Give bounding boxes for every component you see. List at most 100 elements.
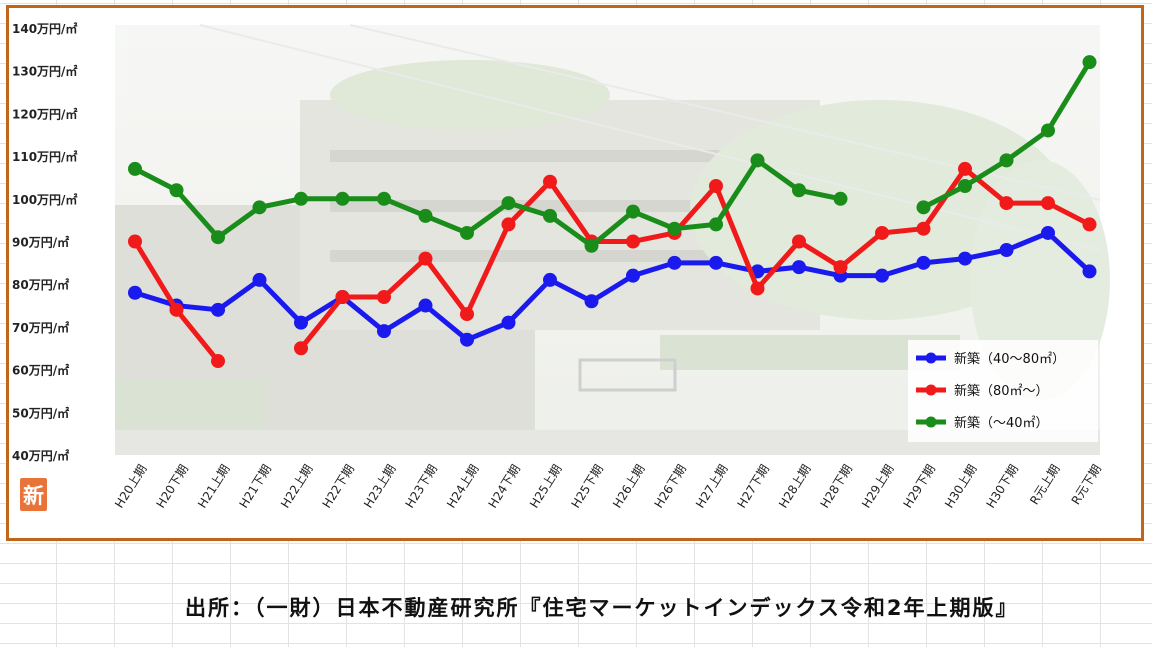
y-tick-label: 80万円/㎡ — [12, 277, 69, 292]
y-tick-label: 100万円/㎡ — [12, 192, 77, 207]
x-tick-label: H22下期 — [320, 462, 357, 510]
series-line — [132, 157, 843, 249]
data-point — [667, 255, 682, 270]
data-point — [294, 341, 308, 356]
data-point — [584, 294, 599, 309]
data-point — [750, 153, 765, 168]
data-point — [626, 234, 640, 249]
legend: 新築（40～80㎡） 新築（80㎡～） 新築（～40㎡） — [908, 340, 1098, 442]
data-point — [335, 191, 350, 206]
data-point — [1041, 225, 1055, 240]
data-point — [584, 238, 599, 253]
series-0 — [128, 225, 1097, 347]
data-point — [169, 302, 184, 317]
y-tick-label: 50万円/㎡ — [12, 405, 69, 420]
data-point — [128, 161, 142, 176]
x-tick-label: H24上期 — [444, 462, 481, 510]
data-point — [128, 234, 142, 249]
data-point — [1082, 217, 1097, 232]
data-point — [916, 221, 931, 236]
legend-swatch-marker — [925, 352, 937, 364]
data-point — [211, 354, 225, 369]
data-point — [501, 196, 516, 211]
data-point — [543, 272, 557, 287]
data-point — [377, 324, 391, 339]
y-tick-label: 130万円/㎡ — [12, 64, 77, 79]
data-point — [501, 217, 516, 232]
y-tick-label: 40万円/㎡ — [12, 448, 69, 463]
data-point — [958, 161, 972, 176]
legend-label: 新築（～40㎡） — [954, 415, 1049, 431]
x-tick-label: H23下期 — [403, 462, 440, 510]
y-tick-label: 90万円/㎡ — [12, 235, 69, 250]
data-point — [543, 174, 557, 189]
x-tick-label: H28上期 — [776, 462, 813, 510]
data-point — [916, 200, 931, 215]
source-citation: 出所：（一財）日本不動産研究所『住宅マーケットインデックス令和2年上期版』 — [185, 596, 1019, 620]
x-tick-label: H24下期 — [486, 462, 523, 510]
data-point — [916, 255, 931, 270]
data-point — [833, 260, 848, 275]
x-tick-label: H20上期 — [112, 462, 149, 510]
data-point — [750, 281, 765, 296]
x-tick-label: H27下期 — [735, 462, 772, 510]
data-point — [667, 221, 682, 236]
data-point — [958, 178, 972, 193]
data-point — [709, 217, 723, 232]
data-point — [1041, 123, 1055, 138]
data-point — [335, 290, 350, 305]
data-point — [460, 332, 474, 347]
data-point — [460, 225, 474, 240]
data-point — [999, 243, 1014, 258]
data-point — [128, 285, 142, 300]
data-point — [294, 315, 308, 330]
x-tick-label: H25下期 — [569, 462, 606, 510]
y-tick-label: 60万円/㎡ — [12, 363, 69, 378]
x-tick-label: H23上期 — [361, 462, 398, 510]
data-point — [418, 251, 433, 266]
data-point — [792, 234, 806, 249]
data-point — [543, 208, 557, 223]
data-point — [211, 302, 225, 317]
data-point — [999, 153, 1014, 168]
y-tick-label: 140万円/㎡ — [12, 21, 77, 36]
data-point — [833, 191, 848, 206]
new-badge: 新 — [20, 478, 47, 511]
data-point — [1041, 196, 1055, 211]
x-tick-label: R元下期 — [1069, 462, 1104, 507]
data-point — [792, 183, 806, 198]
data-point — [709, 178, 723, 193]
data-point — [377, 191, 391, 206]
x-tick-label: H26上期 — [610, 462, 647, 510]
data-point — [999, 196, 1014, 211]
x-tick-label: R元上期 — [1027, 462, 1062, 507]
data-point — [294, 191, 308, 206]
legend-swatch-marker — [925, 416, 937, 428]
data-point — [626, 204, 640, 219]
data-point — [875, 268, 889, 283]
y-tick-label: 120万円/㎡ — [12, 106, 77, 121]
x-tick-label: H26下期 — [652, 462, 689, 510]
x-tick-label: H27上期 — [693, 462, 730, 510]
series-1 — [128, 161, 1097, 369]
data-point — [709, 255, 723, 270]
data-point — [1082, 55, 1097, 70]
data-point — [169, 183, 184, 198]
data-point — [211, 230, 225, 245]
x-tick-label: H20下期 — [154, 462, 191, 510]
series-2 — [128, 55, 1097, 253]
data-point — [958, 251, 972, 266]
data-point — [501, 315, 516, 330]
x-tick-label: H28下期 — [818, 462, 855, 510]
data-point — [252, 272, 267, 287]
x-tick-label: H29上期 — [859, 462, 896, 510]
x-tick-label: H29下期 — [901, 462, 938, 510]
legend-label: 新築（80㎡～） — [954, 383, 1049, 399]
x-tick-label: H30上期 — [942, 462, 979, 510]
series-line — [298, 166, 1092, 351]
legend-swatch-marker — [925, 384, 937, 396]
data-point — [418, 298, 433, 313]
data-point — [252, 200, 267, 215]
legend-label: 新築（40～80㎡） — [954, 351, 1065, 367]
